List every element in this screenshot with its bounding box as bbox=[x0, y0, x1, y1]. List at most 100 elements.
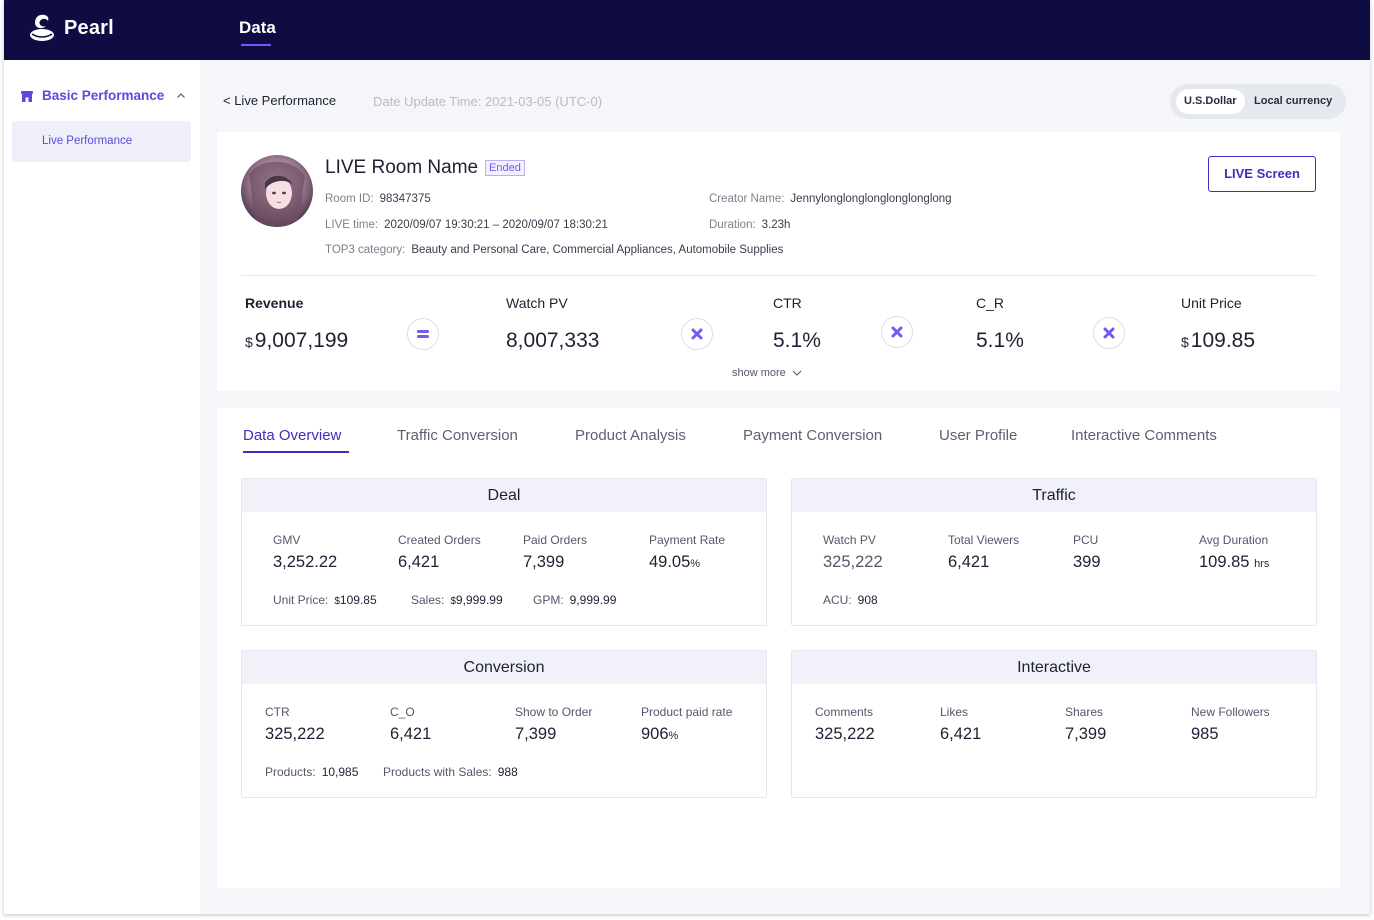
sub-label: GPM: bbox=[533, 593, 564, 607]
chevron-up-icon[interactable] bbox=[176, 91, 186, 101]
traffic-stat-total-viewers: Total Viewers 6,421 bbox=[948, 533, 1019, 572]
shop-icon bbox=[21, 90, 33, 102]
stat-value: 7,399 bbox=[523, 553, 565, 571]
tab-data-overview[interactable]: Data Overview bbox=[243, 427, 342, 444]
pearl-logo-icon bbox=[30, 14, 54, 41]
currency-option-local[interactable]: Local currency bbox=[1254, 95, 1333, 107]
duration-value: 3.23h bbox=[761, 219, 791, 231]
interactive-stat-new-followers: New Followers 985 bbox=[1191, 705, 1270, 744]
sub-amount: 109.85 bbox=[339, 593, 377, 607]
ctr-value: 5.1% bbox=[773, 329, 821, 352]
tab-user-profile[interactable]: User Profile bbox=[939, 427, 1018, 444]
stat-label: Payment Rate bbox=[649, 533, 726, 547]
interactive-stat-comments: Comments 325,222 bbox=[815, 705, 875, 744]
top3-category-row: TOP3 category: Beauty and Personal Care, … bbox=[325, 244, 783, 256]
stat-label: PCU bbox=[1073, 533, 1099, 547]
live-time-value: 2020/09/07 19:30:21 – 2020/09/07 18:30:2… bbox=[384, 219, 608, 231]
top-tab-indicator bbox=[241, 44, 271, 46]
stat-value: 49.05% bbox=[649, 553, 725, 572]
top-nav-bar: Pearl Data bbox=[4, 0, 1370, 60]
show-more-toggle[interactable]: show more bbox=[732, 367, 802, 379]
stat-label: Total Viewers bbox=[948, 533, 1020, 547]
stat-label: Watch PV bbox=[823, 533, 876, 547]
sub-label: Unit Price: bbox=[273, 593, 329, 607]
stat-label: Likes bbox=[940, 705, 969, 719]
stat-number: 109.85 bbox=[1199, 553, 1250, 571]
tab-traffic-conversion[interactable]: Traffic Conversion bbox=[397, 427, 518, 444]
sub-value: 9,999.99 bbox=[569, 593, 617, 607]
unit-price-label: Unit Price bbox=[1181, 295, 1242, 311]
stat-value: 6,421 bbox=[390, 725, 432, 743]
conversion-stat-show-to-order: Show to Order 7,399 bbox=[515, 705, 592, 744]
conversion-products: Products: 10,985 bbox=[265, 765, 358, 779]
stat-value: 399 bbox=[1073, 553, 1101, 571]
card-divider bbox=[241, 275, 1316, 276]
live-time-label: LIVE time: bbox=[325, 219, 379, 231]
stat-number: 906 bbox=[641, 725, 669, 743]
duration-row: Duration: 3.23h bbox=[709, 219, 790, 231]
stat-value: 985 bbox=[1191, 725, 1219, 743]
avatar-image bbox=[241, 155, 313, 227]
stat-label: Product paid rate bbox=[641, 705, 733, 719]
currency-option-usd[interactable]: U.S.Dollar bbox=[1176, 89, 1245, 114]
stat-value: 325,222 bbox=[823, 553, 883, 571]
room-id-row: Room ID: 98347375 bbox=[325, 193, 431, 205]
conversion-card: Conversion CTR 325,222 C_O 6,421 Show to… bbox=[241, 650, 767, 798]
tab-product-analysis[interactable]: Product Analysis bbox=[575, 427, 686, 444]
status-badge: Ended bbox=[485, 160, 525, 176]
sub-label: Products with Sales: bbox=[383, 765, 492, 779]
deal-gpm: GPM: 9,999.99 bbox=[533, 593, 616, 607]
conversion-products-with-sales: Products with Sales: 988 bbox=[383, 765, 518, 779]
active-tab-indicator bbox=[243, 451, 349, 453]
sub-label: Products: bbox=[265, 765, 316, 779]
stat-value: 906% bbox=[641, 725, 732, 744]
stat-label: C_O bbox=[390, 705, 415, 719]
breadcrumb-back-link[interactable]: < Live Performance bbox=[223, 93, 337, 108]
watch-pv-value: 8,007,333 bbox=[506, 329, 600, 352]
stat-value: 7,399 bbox=[515, 725, 557, 743]
traffic-stat-avg-duration: Avg Duration 109.85 hrs bbox=[1199, 533, 1269, 572]
traffic-stat-watch-pv: Watch PV 325,222 bbox=[823, 533, 883, 572]
deal-stat-created-orders: Created Orders 6,421 bbox=[398, 533, 481, 572]
room-id-label: Room ID: bbox=[325, 193, 374, 205]
stat-value: 6,421 bbox=[948, 553, 990, 571]
interactive-title: Interactive bbox=[792, 651, 1316, 684]
deal-sales: Sales: $9,999.99 bbox=[411, 593, 503, 607]
sidebar-group-basic-performance[interactable]: Basic Performance bbox=[20, 88, 186, 103]
chevron-down-icon bbox=[792, 370, 802, 376]
app-logo[interactable]: Pearl bbox=[28, 13, 114, 43]
top-tab-data[interactable]: Data bbox=[239, 18, 276, 37]
interactive-stat-shares: Shares 7,399 bbox=[1065, 705, 1106, 744]
room-name: LIVE Room Name bbox=[325, 157, 479, 178]
deal-card: Deal GMV 3,252.22 Created Orders 6,421 P… bbox=[241, 478, 767, 626]
tab-interactive-comments[interactable]: Interactive Comments bbox=[1071, 427, 1217, 444]
currency-toggle: U.S.Dollar Local currency bbox=[1170, 84, 1346, 119]
deal-stat-gmv: GMV 3,252.22 bbox=[273, 533, 337, 572]
revenue-currency: $ bbox=[245, 334, 253, 350]
stat-label: Comments bbox=[815, 705, 874, 719]
live-time-row: LIVE time: 2020/09/07 19:30:21 – 2020/09/… bbox=[325, 219, 608, 231]
stat-label: Shares bbox=[1065, 705, 1104, 719]
stat-label: Show to Order bbox=[515, 705, 593, 719]
room-id-value: 98347375 bbox=[379, 193, 431, 205]
unit-price-currency: $ bbox=[1181, 334, 1189, 350]
c-r-label: C_R bbox=[976, 295, 1005, 311]
app-name: Pearl bbox=[64, 16, 114, 39]
date-update-time: Date Update Time: 2021-03-05 (UTC-0) bbox=[373, 94, 603, 109]
top3-category-value: Beauty and Personal Care, Commercial App… bbox=[411, 244, 784, 256]
data-panel: Data Overview Traffic Conversion Product… bbox=[217, 408, 1340, 888]
sub-amount: 9,999.99 bbox=[455, 593, 503, 607]
multiply-icon bbox=[681, 318, 713, 350]
sidebar-item-live-performance[interactable]: Live Performance bbox=[12, 121, 191, 162]
stat-label: Created Orders bbox=[398, 533, 481, 547]
sub-value: 988 bbox=[497, 765, 518, 779]
deal-stat-paid-orders: Paid Orders 7,399 bbox=[523, 533, 587, 572]
conversion-stat-ctr: CTR 325,222 bbox=[265, 705, 325, 744]
stat-value: 325,222 bbox=[815, 725, 875, 743]
conversion-title: Conversion bbox=[242, 651, 766, 684]
tab-payment-conversion[interactable]: Payment Conversion bbox=[743, 427, 883, 444]
deal-title: Deal bbox=[242, 479, 766, 512]
live-screen-button[interactable]: LIVE Screen bbox=[1208, 156, 1316, 192]
stat-value: 7,399 bbox=[1065, 725, 1107, 743]
multiply-icon bbox=[1093, 317, 1125, 349]
